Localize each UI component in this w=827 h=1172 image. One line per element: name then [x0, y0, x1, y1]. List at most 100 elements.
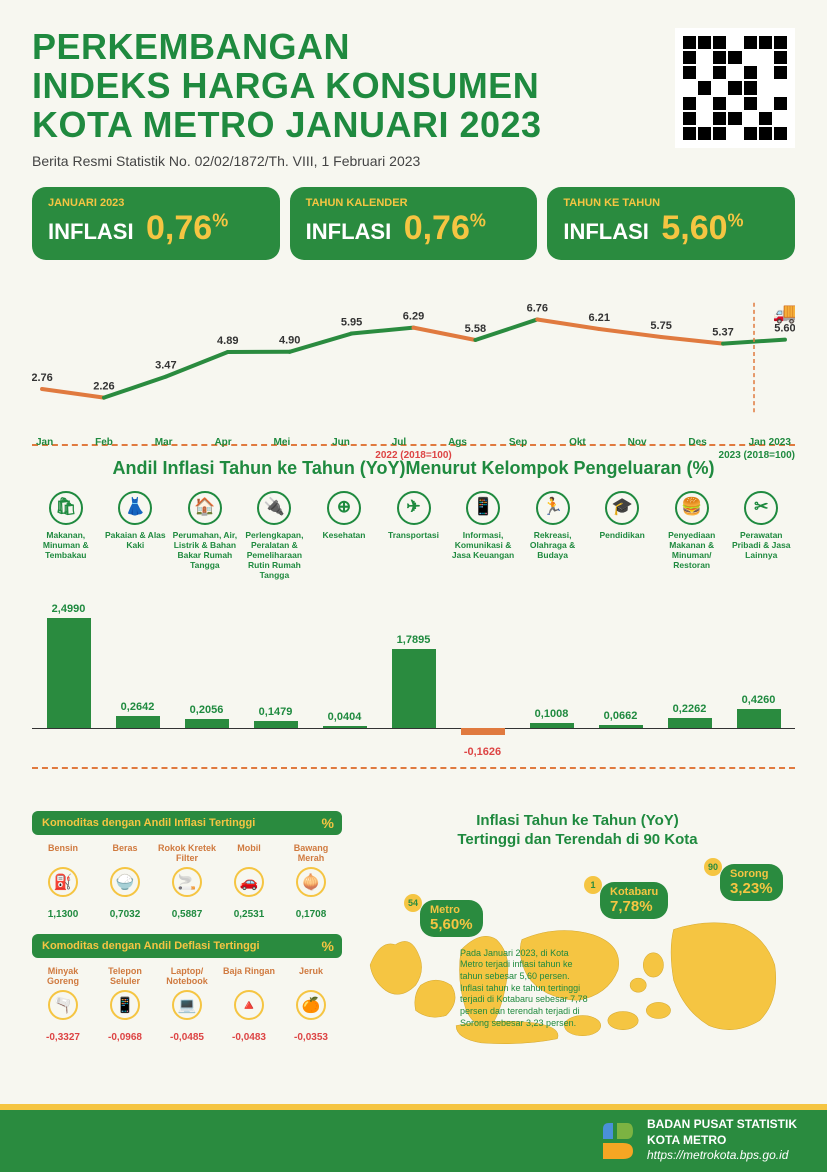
commodity-item: Minyak Goreng 🫗 — [32, 966, 94, 1024]
commodity-item: Bensin ⛽ — [32, 843, 94, 901]
callout-city: Metro — [430, 904, 460, 916]
commodity-icon: 📱 — [110, 990, 140, 1020]
commodity-value: -0,0968 — [94, 1032, 156, 1043]
category-icon: 🏠 — [188, 491, 222, 525]
stat-period: JANUARI 2023 — [48, 197, 264, 209]
bar-value: 0,2642 — [121, 701, 155, 713]
category-item: 🛍 Makanan, Minuman & Tembakau — [32, 491, 100, 581]
bps-logo-icon — [595, 1121, 635, 1161]
map-description: Pada Januari 2023, di Kota Metro terjadi… — [460, 948, 590, 1030]
bar-negative — [461, 728, 505, 735]
category-label: Rekreasi, Olahraga & Budaya — [519, 530, 587, 561]
svg-text:🚚: 🚚 — [772, 302, 795, 324]
stat-cards: JANUARI 2023 INFLASI 0,76% TAHUN KALENDE… — [32, 187, 795, 260]
category-item: 🔌 Perlengkapan, Peralatan & Pemeliharaan… — [241, 491, 309, 581]
bar-value: 2,4990 — [52, 603, 86, 615]
callout-city: Kotabaru — [610, 886, 658, 898]
category-label: Informasi, Komunikasi & Jasa Keuangan — [449, 530, 517, 561]
bar-col: 0,2262 — [655, 599, 724, 728]
bar-value: 0,4260 — [742, 694, 776, 706]
category-item: 👗 Pakaian & Alas Kaki — [102, 491, 170, 581]
month-label: Jul — [392, 437, 406, 448]
month-label: Apr — [214, 437, 231, 448]
commodity-name: Telepon Seluler — [94, 966, 156, 986]
category-label: Perlengkapan, Peralatan & Pemeliharaan R… — [241, 530, 309, 581]
yoy-title: Andil Inflasi Tahun ke Tahun (YoY)Menuru… — [32, 458, 795, 479]
bar — [254, 721, 298, 728]
map-callout: Sorong 3,23% — [720, 864, 783, 901]
axis-note-left: 2022 (2018=100) — [375, 450, 451, 461]
pct-icon: % — [322, 938, 334, 954]
callout-city: Sorong — [730, 868, 769, 880]
main-title: PERKEMBANGANINDEKS HARGA KONSUMENKOTA ME… — [32, 28, 675, 145]
bar-value: 0,2262 — [673, 703, 707, 715]
stat-label: INFLASI — [48, 219, 134, 244]
commodity-item: Bawang Merah 🧅 — [280, 843, 342, 901]
svg-text:2.76: 2.76 — [32, 372, 53, 384]
category-label: Perumahan, Air, Listrik & Bahan Bakar Ru… — [171, 530, 239, 571]
stat-period: TAHUN KALENDER — [306, 197, 522, 209]
deflation-header: Komoditas dengan Andil Deflasi Tertinggi — [42, 940, 260, 952]
month-label: Okt — [569, 437, 586, 448]
category-icon: 🏃 — [536, 491, 570, 525]
svg-text:6.21: 6.21 — [588, 312, 609, 324]
bar-col: 0,1008 — [517, 599, 586, 728]
category-label: Perawatan Pribadi & Jasa Lainnya — [727, 530, 795, 561]
map-rank-badge: 90 — [704, 858, 722, 876]
commodity-icon: 🍊 — [296, 990, 326, 1020]
category-item: ✂ Perawatan Pribadi & Jasa Lainnya — [727, 491, 795, 581]
commodity-value: 0,1708 — [280, 909, 342, 920]
commodity-icon: 🚗 — [234, 867, 264, 897]
bar — [392, 649, 436, 728]
category-label: Transportasi — [380, 530, 448, 540]
map-title: Inflasi Tahun ke Tahun (YoY) Tertinggi d… — [360, 811, 795, 850]
bar — [323, 726, 367, 728]
svg-text:5.95: 5.95 — [341, 316, 362, 328]
svg-text:5.58: 5.58 — [465, 323, 486, 335]
category-item: 🏠 Perumahan, Air, Listrik & Bahan Bakar … — [171, 491, 239, 581]
commodity-value-item: -0,3327 — [32, 1032, 94, 1043]
category-icons: 🛍 Makanan, Minuman & Tembakau 👗 Pakaian … — [32, 491, 795, 581]
svg-text:6.29: 6.29 — [403, 310, 424, 322]
svg-text:6.76: 6.76 — [527, 302, 548, 314]
category-item: ⊕ Kesehatan — [310, 491, 378, 581]
category-label: Pakaian & Alas Kaki — [102, 530, 170, 550]
commodity-name: Mobil — [218, 843, 280, 863]
category-label: Makanan, Minuman & Tembakau — [32, 530, 100, 561]
footer-org: BADAN PUSAT STATISTIK — [647, 1117, 797, 1133]
commodity-icon: 🫗 — [48, 990, 78, 1020]
commodity-icon: 🔺 — [234, 990, 264, 1020]
commodity-value-item: -0,0485 — [156, 1032, 218, 1043]
line-chart: 2.762.263.474.894.905.956.295.586.766.21… — [32, 282, 795, 432]
bar-col: 2,4990 — [34, 599, 103, 728]
commodity-item: Jeruk 🍊 — [280, 966, 342, 1024]
commodity-icon: 💻 — [172, 990, 202, 1020]
bar — [47, 618, 91, 728]
commodity-icon: 🍚 — [110, 867, 140, 897]
category-icon: 🎓 — [605, 491, 639, 525]
category-item: ✈ Transportasi — [380, 491, 448, 581]
commodity-value-item: -0,0483 — [218, 1032, 280, 1043]
month-label: Sep — [509, 437, 527, 448]
deflation-commodities: Komoditas dengan Andil Deflasi Tertinggi… — [32, 934, 342, 1043]
bar-value: 0,2056 — [190, 704, 224, 716]
month-label: Mei — [274, 437, 291, 448]
bar-col: 0,0662 — [586, 599, 655, 728]
bar — [116, 716, 160, 728]
bar-col: 1,7895 — [379, 599, 448, 728]
commodity-icon: ⛽ — [48, 867, 78, 897]
commodity-value: 1,1300 — [32, 909, 94, 920]
commodity-item: Mobil 🚗 — [218, 843, 280, 901]
category-label: Kesehatan — [310, 530, 378, 540]
bar-value: 1,7895 — [397, 634, 431, 646]
stat-value: 0,76% — [404, 209, 486, 248]
commodity-item: Telepon Seluler 📱 — [94, 966, 156, 1024]
axis-note-right: 2023 (2018=100) — [719, 450, 795, 461]
svg-text:4.89: 4.89 — [217, 335, 238, 347]
stat-value: 0,76% — [146, 209, 228, 248]
bar-col: 0,0404 — [310, 599, 379, 728]
commodity-value: -0,0485 — [156, 1032, 218, 1043]
commodity-name: Bensin — [32, 843, 94, 863]
month-label: Nov — [628, 437, 647, 448]
commodity-item: Laptop/ Notebook 💻 — [156, 966, 218, 1024]
